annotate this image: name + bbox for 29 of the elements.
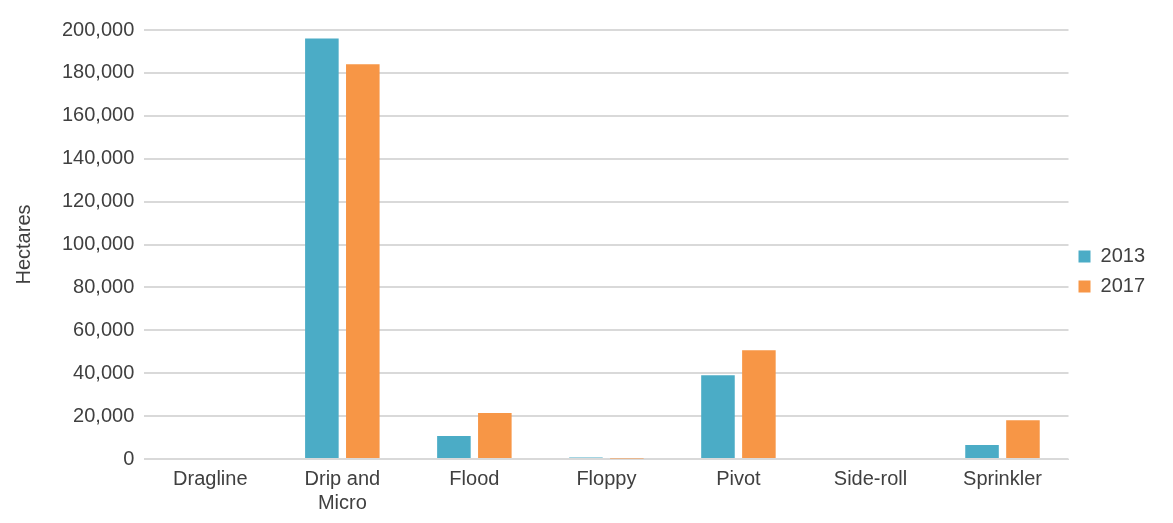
y-tick-label: 200,000 [62,17,135,40]
y-tick-label: 160,000 [62,103,135,126]
y-tick-label: 140,000 [62,146,135,169]
bar [437,436,471,458]
legend-label: 2017 [1100,274,1146,297]
x-tick-label: Drip and Micro [304,466,381,513]
bar [742,350,776,458]
bar [305,38,339,458]
bar [1006,420,1040,458]
y-tick-label: 20,000 [73,403,135,426]
x-tick-label: Side-roll [833,466,908,489]
y-tick-label: 80,000 [73,274,135,297]
bar [965,445,999,458]
x-tick-label: Pivot [716,466,762,489]
legend-label: 2013 [1100,244,1146,267]
y-tick-label: 40,000 [73,360,135,383]
y-axis-title: Hectares [11,204,34,285]
y-tick-label: 100,000 [62,232,135,255]
y-tick-label: 0 [123,446,135,469]
y-tick-label: 180,000 [62,60,135,83]
bar [478,413,512,458]
y-tick-label: 120,000 [62,189,135,212]
x-tick-label: Sprinkler [963,466,1043,489]
bar [346,64,380,458]
bar [701,375,735,458]
y-tick-label: 60,000 [73,317,135,340]
x-tick-label: Flood [449,466,500,489]
x-tick-label: Dragline [173,466,248,489]
x-tick-label: Floppy [576,466,637,489]
